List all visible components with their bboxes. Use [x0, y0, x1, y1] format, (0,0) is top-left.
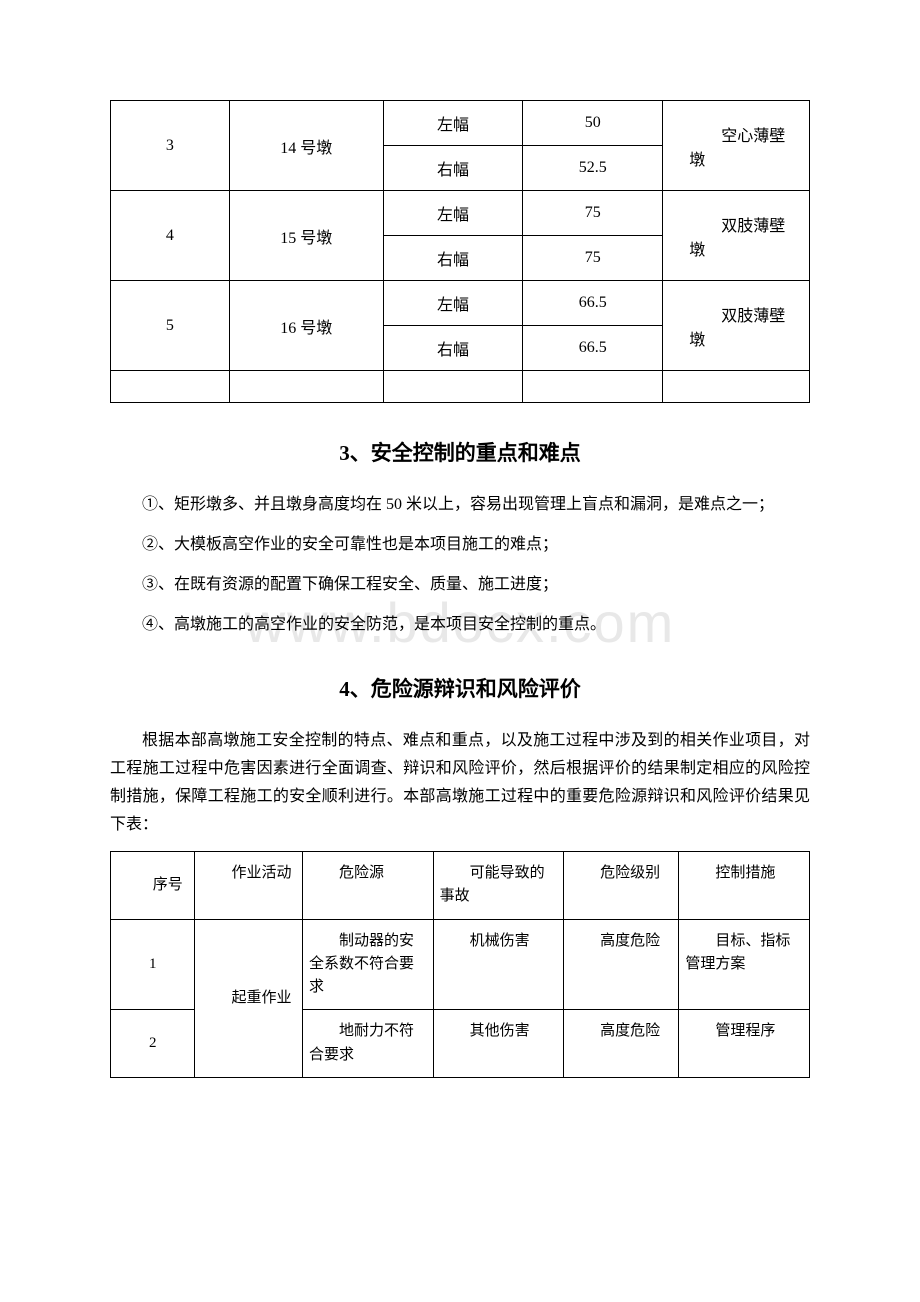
cell-source: 地耐力不符合要求	[303, 1010, 434, 1078]
cell-pier: 16 号墩	[229, 281, 383, 371]
cell-source: 制动器的安全系数不符合要求	[303, 919, 434, 1010]
cell-empty	[383, 371, 523, 403]
section3-title: 3、安全控制的重点和难点	[110, 437, 810, 467]
header-activity: 作业活动	[195, 852, 303, 920]
cell-pier: 15 号墩	[229, 191, 383, 281]
section3-item: ①、矩形墩多、并且墩身高度均在 50 米以上，容易出现管理上盲点和漏洞，是难点之…	[110, 491, 810, 519]
section4-intro: 根据本部高墩施工安全控制的特点、难点和重点，以及施工过程中涉及到的相关作业项目，…	[110, 727, 810, 839]
cell-accident: 其他伤害	[433, 1010, 564, 1078]
cell-seq: 1	[111, 919, 195, 1010]
pier-table: 3 14 号墩 左幅 50 空心薄壁墩 右幅 52.5 4 15 号墩 左幅 7…	[110, 100, 810, 403]
cell-empty	[229, 371, 383, 403]
cell-level: 高度危险	[564, 1010, 679, 1078]
cell-val: 75	[523, 191, 663, 236]
cell-control: 目标、指标管理方案	[679, 919, 810, 1010]
cell-side: 左幅	[383, 281, 523, 326]
cell-val: 52.5	[523, 146, 663, 191]
cell-level: 高度危险	[564, 919, 679, 1010]
cell-val: 66.5	[523, 326, 663, 371]
cell-seq: 4	[111, 191, 230, 281]
cell-seq: 2	[111, 1010, 195, 1078]
cell-side: 右幅	[383, 146, 523, 191]
cell-empty	[523, 371, 663, 403]
cell-control: 管理程序	[679, 1010, 810, 1078]
table-header-row: 序号 作业活动 危险源 可能导致的事故 危险级别 控制措施	[111, 852, 810, 920]
table-row: 5 16 号墩 左幅 66.5 双肢薄壁墩	[111, 281, 810, 326]
section3-item: ④、高墩施工的高空作业的安全防范，是本项目安全控制的重点。	[110, 611, 810, 639]
cell-side: 右幅	[383, 236, 523, 281]
cell-seq: 3	[111, 101, 230, 191]
header-source: 危险源	[303, 852, 434, 920]
cell-val: 75	[523, 236, 663, 281]
cell-side: 左幅	[383, 101, 523, 146]
section3-item: ②、大模板高空作业的安全可靠性也是本项目施工的难点；	[110, 531, 810, 559]
cell-type: 双肢薄壁墩	[663, 281, 810, 371]
header-seq: 序号	[111, 852, 195, 920]
section3-item: ③、在既有资源的配置下确保工程安全、质量、施工进度；	[110, 571, 810, 599]
table-row: 4 15 号墩 左幅 75 双肢薄壁墩	[111, 191, 810, 236]
header-level: 危险级别	[564, 852, 679, 920]
cell-empty	[111, 371, 230, 403]
cell-type: 空心薄壁墩	[663, 101, 810, 191]
cell-pier: 14 号墩	[229, 101, 383, 191]
table-row-empty	[111, 371, 810, 403]
cell-side: 左幅	[383, 191, 523, 236]
cell-empty	[663, 371, 810, 403]
cell-accident: 机械伤害	[433, 919, 564, 1010]
table-row: 1 起重作业 制动器的安全系数不符合要求 机械伤害 高度危险 目标、指标管理方案	[111, 919, 810, 1010]
risk-table: 序号 作业活动 危险源 可能导致的事故 危险级别 控制措施 1 起重作业 制动器…	[110, 851, 810, 1078]
cell-type: 双肢薄壁墩	[663, 191, 810, 281]
cell-side: 右幅	[383, 326, 523, 371]
section4-title: 4、危险源辩识和风险评价	[110, 673, 810, 703]
table-row: 3 14 号墩 左幅 50 空心薄壁墩	[111, 101, 810, 146]
cell-activity: 起重作业	[195, 919, 303, 1077]
page-content: 3 14 号墩 左幅 50 空心薄壁墩 右幅 52.5 4 15 号墩 左幅 7…	[110, 100, 810, 1078]
cell-seq: 5	[111, 281, 230, 371]
header-control: 控制措施	[679, 852, 810, 920]
cell-val: 50	[523, 101, 663, 146]
cell-val: 66.5	[523, 281, 663, 326]
header-accident: 可能导致的事故	[433, 852, 564, 920]
